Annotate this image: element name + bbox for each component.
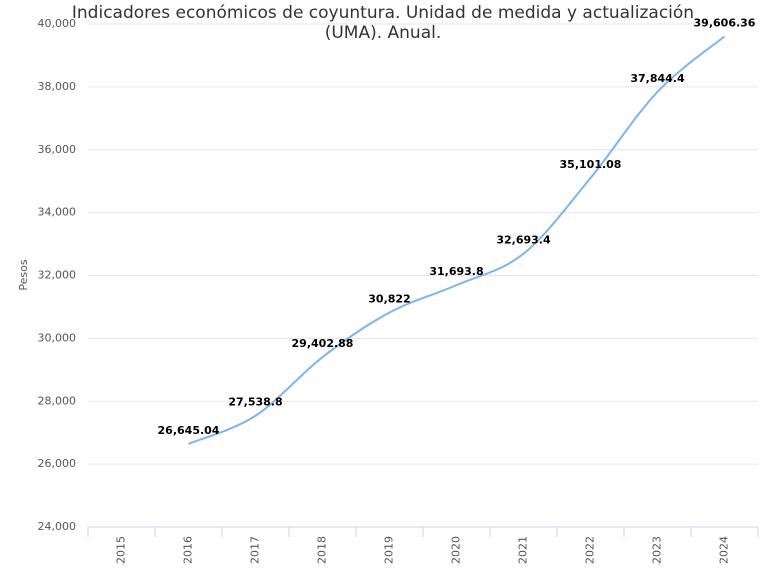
x-tick-label: 2018	[316, 536, 329, 564]
y-axis-label: Pesos	[17, 259, 30, 290]
chart-title: (UMA). Anual.	[325, 23, 442, 43]
x-tick-label: 2022	[584, 536, 597, 564]
x-tick-label: 2017	[249, 536, 262, 564]
x-tick-label: 2021	[517, 536, 530, 564]
x-tick-label: 2019	[383, 536, 396, 564]
data-label: 31,693.8	[429, 265, 483, 278]
x-tick-label: 2023	[651, 536, 664, 564]
x-tick-label: 2016	[182, 536, 195, 564]
data-label: 35,101.08	[560, 158, 622, 171]
y-tick-label: 28,000	[38, 394, 77, 407]
x-tick-label: 2015	[115, 536, 128, 564]
data-label: 39,606.36	[694, 16, 756, 29]
y-tick-label: 30,000	[38, 331, 77, 344]
data-label: 26,645.04	[158, 424, 220, 437]
y-tick-label: 40,000	[38, 17, 77, 30]
y-tick-label: 38,000	[38, 80, 77, 93]
x-tick-label: 2020	[450, 536, 463, 564]
line	[188, 35, 726, 445]
data-label: 27,538.8	[228, 396, 282, 409]
data-label: 29,402.88	[292, 337, 354, 350]
chart-title: Indicadores económicos de coyuntura. Uni…	[72, 3, 694, 23]
data-label: 37,844.4	[630, 72, 685, 85]
y-tick-label: 26,000	[38, 457, 77, 470]
x-tick-label: 2024	[718, 536, 731, 564]
y-tick-label: 32,000	[38, 269, 77, 282]
y-tick-label: 24,000	[38, 520, 77, 533]
data-label: 32,693.4	[496, 234, 551, 247]
y-tick-label: 34,000	[38, 206, 77, 219]
y-tick-label: 36,000	[38, 143, 77, 156]
data-label: 30,822	[368, 293, 410, 306]
